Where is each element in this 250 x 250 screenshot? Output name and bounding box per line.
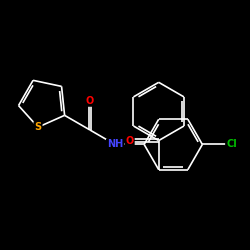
- Text: O: O: [86, 96, 94, 106]
- Text: O: O: [126, 136, 134, 145]
- Text: Cl: Cl: [226, 140, 237, 149]
- Text: S: S: [34, 122, 42, 132]
- Text: NH: NH: [107, 140, 123, 149]
